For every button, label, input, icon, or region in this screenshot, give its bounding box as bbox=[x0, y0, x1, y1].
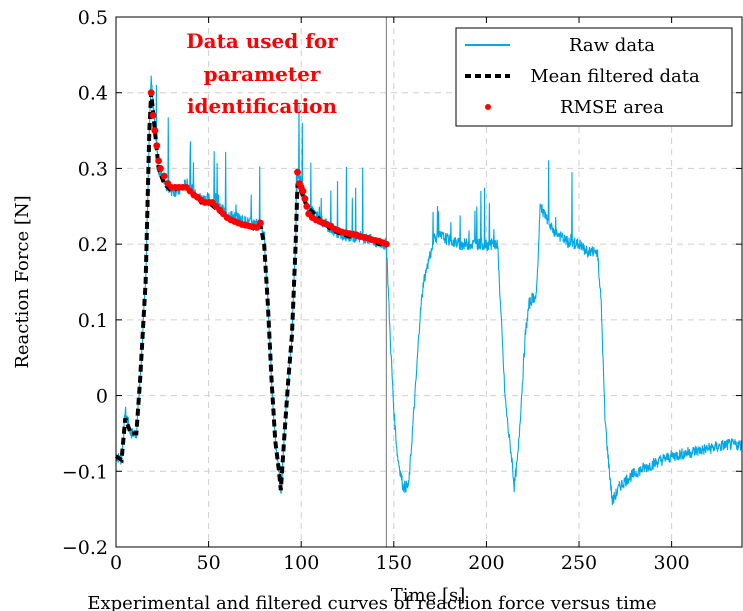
rmse-point bbox=[294, 168, 301, 176]
plot-area bbox=[114, 17, 743, 547]
x-tick-label: 0 bbox=[110, 552, 122, 574]
rmse-point bbox=[303, 202, 311, 210]
rmse-point bbox=[157, 165, 164, 172]
legend-mean-filtered-label: Mean filtered data bbox=[530, 66, 700, 87]
x-tick-label: 150 bbox=[376, 552, 412, 574]
annotation-line-3: identification bbox=[187, 94, 338, 118]
rmse-point bbox=[383, 240, 390, 248]
y-tick-label: 0.1 bbox=[78, 310, 108, 332]
x-tick-label: 100 bbox=[283, 552, 319, 574]
figure-caption: Experimental and filtered curves of reac… bbox=[87, 593, 656, 611]
y-tick-label: 0 bbox=[96, 386, 108, 408]
x-axis-title: Time [s] bbox=[391, 585, 466, 606]
rmse-point bbox=[149, 112, 157, 119]
y-tick-label: −0.1 bbox=[62, 461, 108, 483]
x-tick-label: 200 bbox=[468, 552, 504, 574]
legend-rmse-area-swatch bbox=[485, 104, 491, 110]
y-tick-label: 0.2 bbox=[78, 234, 108, 256]
y-tick-label: 0.3 bbox=[78, 158, 108, 180]
x-tick-label: 300 bbox=[653, 552, 689, 574]
y-tick-label: 0.4 bbox=[78, 83, 108, 105]
series-raw-data-line bbox=[115, 75, 743, 506]
x-tick-label: 50 bbox=[197, 552, 221, 574]
rmse-point bbox=[160, 172, 168, 180]
x-tick-label: 250 bbox=[561, 552, 597, 574]
y-axis-title: Reaction Force [N] bbox=[12, 195, 33, 368]
rmse-point bbox=[253, 224, 261, 231]
annotation-line-1: Data used for bbox=[186, 29, 338, 53]
rmse-point bbox=[151, 127, 159, 134]
axes-frame bbox=[115, 16, 743, 548]
legend-rmse-area-label: RMSE area bbox=[560, 97, 664, 118]
y-tick-label: −0.2 bbox=[62, 537, 108, 559]
series-mean-filtered-line bbox=[114, 92, 387, 491]
legend-raw-data-label: Raw data bbox=[569, 35, 655, 56]
rmse-point bbox=[301, 195, 309, 203]
rmse-point bbox=[257, 219, 264, 227]
y-tick-label: 0.5 bbox=[78, 7, 108, 29]
rmse-point bbox=[153, 142, 161, 150]
rmse-point bbox=[147, 89, 155, 97]
ticks: 0 50 100 150 200 250 300 −0.2 −0.1 0 0.1 0.2 0.3 0.4 0… bbox=[62, 7, 742, 574]
rmse-point bbox=[299, 187, 307, 195]
caption-background bbox=[388, 586, 482, 603]
rmse-point bbox=[155, 157, 163, 165]
legend: Raw data Mean filtered data RMSE area bbox=[455, 27, 733, 127]
annotation-line-2: parameter bbox=[204, 62, 321, 86]
